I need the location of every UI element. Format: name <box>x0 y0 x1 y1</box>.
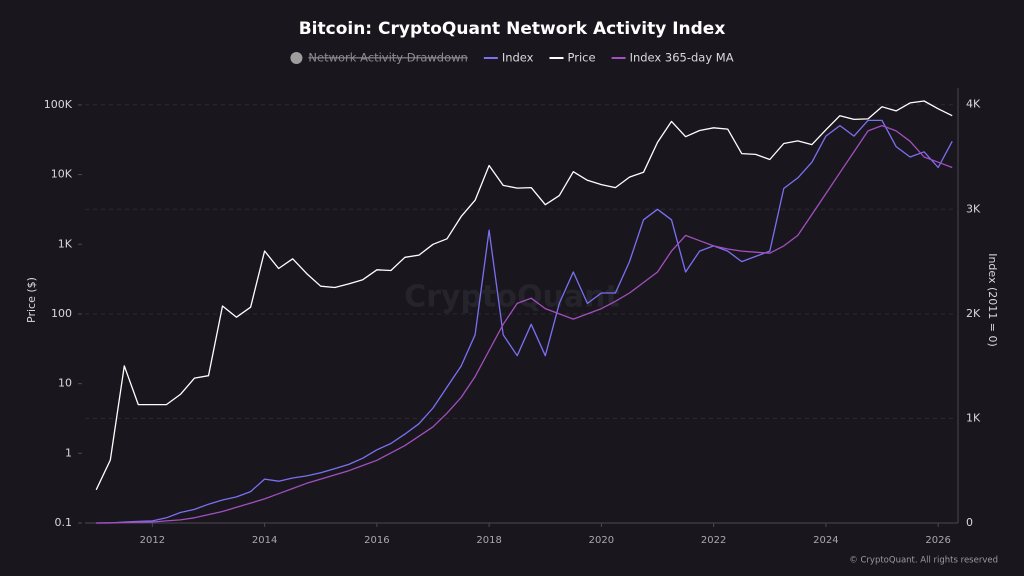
legend-label[interactable]: Network Activity Drawdown <box>308 51 467 65</box>
x-tick-label: 2022 <box>701 535 726 546</box>
x-tick-label: 2026 <box>925 535 950 546</box>
legend-label[interactable]: Price <box>568 51 596 65</box>
y-tick-label: 10 <box>58 377 72 390</box>
series-line <box>96 124 953 524</box>
series-line <box>96 119 953 524</box>
x-tick-label: 2020 <box>589 535 614 546</box>
y-tick-label: 10K <box>51 168 73 181</box>
legend-label[interactable]: Index 365-day MA <box>630 51 734 65</box>
y2-tick-label: 4K <box>966 98 981 111</box>
y-tick-label: 100K <box>44 98 73 111</box>
y-tick-label: 1 <box>65 446 72 459</box>
watermark: CryptoQuant <box>404 280 620 315</box>
y-tick-label: 100 <box>51 307 72 320</box>
y-tick-label: 0.1 <box>55 516 73 529</box>
y-tick-label: 1K <box>58 237 73 250</box>
legend-swatch <box>290 52 303 64</box>
footer: © CryptoQuant. All rights reserved <box>849 556 998 566</box>
y2-tick-label: 1K <box>966 411 981 424</box>
x-tick-label: 2018 <box>476 535 501 546</box>
y2-axis-label: Index (2011 = 0) <box>986 253 999 347</box>
x-tick-label: 2016 <box>364 535 389 546</box>
y2-tick-label: 0 <box>966 516 973 529</box>
x-tick-label: 2014 <box>252 535 277 546</box>
series-line <box>95 100 953 491</box>
legend: Network Activity Drawdown Index Price Index… <box>290 51 734 65</box>
chart-title: Bitcoin: CryptoQuant Network Activity In… <box>299 19 726 39</box>
x-tick-label: 2024 <box>813 535 838 546</box>
y-axis-label: Price ($) <box>25 277 38 323</box>
x-tick-label: 2012 <box>140 535 165 546</box>
legend-label[interactable]: Index <box>502 51 534 65</box>
y2-tick-label: 3K <box>966 202 981 215</box>
y2-tick-label: 2K <box>966 307 981 320</box>
